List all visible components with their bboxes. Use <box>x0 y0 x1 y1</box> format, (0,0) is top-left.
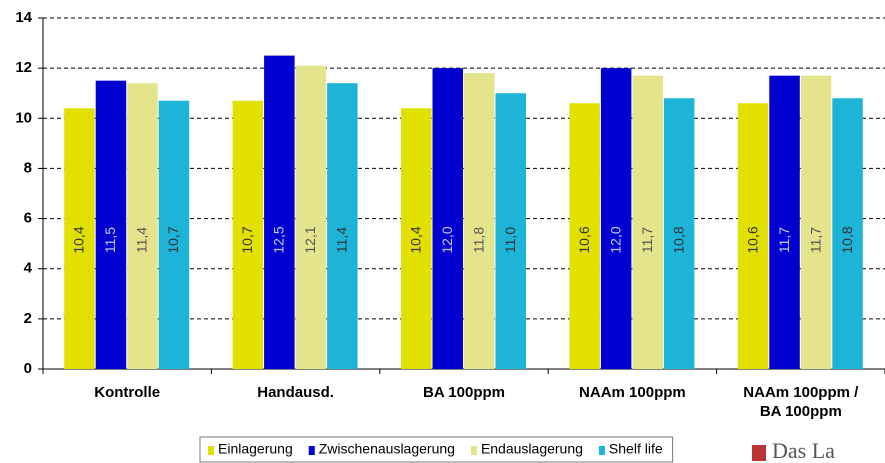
value-label: 11,7 <box>639 227 655 253</box>
y-tick-label: 6 <box>24 210 32 227</box>
x-tick-label: Handausd. <box>257 384 334 401</box>
legend-marker <box>470 446 477 455</box>
y-tick-label: 4 <box>24 260 33 277</box>
bar <box>64 108 95 369</box>
y-tick-label: 14 <box>15 9 32 26</box>
value-label: 11,7 <box>776 227 792 253</box>
bar <box>401 108 432 369</box>
value-label: 10,4 <box>407 226 423 253</box>
legend-marker <box>208 446 214 455</box>
bar <box>495 93 526 369</box>
value-label: 10,7 <box>239 226 255 253</box>
value-label: 12,1 <box>302 226 318 253</box>
value-label: 12,0 <box>439 226 455 253</box>
bar <box>327 83 358 369</box>
x-tick-label: BA 100ppm <box>423 384 505 401</box>
legend-label: Shelf life <box>609 441 663 457</box>
legend: Einlagerung Zwischenauslagerung Endauslage… <box>199 436 674 463</box>
bar <box>569 103 600 369</box>
bar <box>737 103 769 369</box>
legend-box <box>199 436 674 463</box>
value-label: 11,5 <box>102 227 118 253</box>
value-label: 11,0 <box>502 227 518 253</box>
legend-label: Einlagerung <box>218 441 293 457</box>
bar <box>800 75 832 370</box>
legend-marker <box>308 446 315 455</box>
y-tick-label: 12 <box>15 59 32 76</box>
bar <box>127 83 158 369</box>
bar <box>769 75 800 370</box>
logo-background <box>748 437 885 463</box>
y-tick-label: 0 <box>24 360 32 377</box>
y-tick-label: 2 <box>24 310 32 327</box>
bar <box>295 65 327 369</box>
value-label: 10,8 <box>670 226 686 253</box>
legend-label: Zwischenauslagerung <box>319 441 455 457</box>
value-label: 10,6 <box>576 226 592 253</box>
value-label: 11,4 <box>334 227 350 253</box>
value-label: 10,8 <box>839 226 855 253</box>
value-label: 10,6 <box>744 226 760 253</box>
value-label: 12,5 <box>271 226 287 253</box>
value-label: 11,4 <box>134 227 150 253</box>
bar <box>632 75 663 370</box>
value-label: 11,8 <box>470 227 486 253</box>
bar <box>832 98 863 369</box>
y-tick-label: 8 <box>24 159 32 176</box>
logo-text: Das La <box>772 438 835 463</box>
x-tick-label: NAAm 100ppm <box>579 384 686 401</box>
bar <box>600 68 632 370</box>
value-label: 10,7 <box>165 226 181 253</box>
value-label: 12,0 <box>607 226 623 253</box>
bar <box>432 68 463 370</box>
bar <box>663 98 695 369</box>
bar <box>232 100 264 369</box>
y-tick-label: 10 <box>15 109 32 126</box>
legend-label: Endauslagerung <box>481 441 583 457</box>
bar <box>464 73 495 370</box>
bar <box>264 55 295 369</box>
bar <box>158 100 190 369</box>
legend-marker <box>598 446 605 455</box>
value-label: 11,7 <box>807 227 823 253</box>
bar <box>95 80 127 369</box>
value-label: 10,4 <box>71 226 87 253</box>
logo-icon <box>752 445 766 461</box>
x-tick-label: Kontrolle <box>94 384 160 401</box>
x-tick-label: NAAm 100ppm / BA 100ppm <box>743 384 859 420</box>
